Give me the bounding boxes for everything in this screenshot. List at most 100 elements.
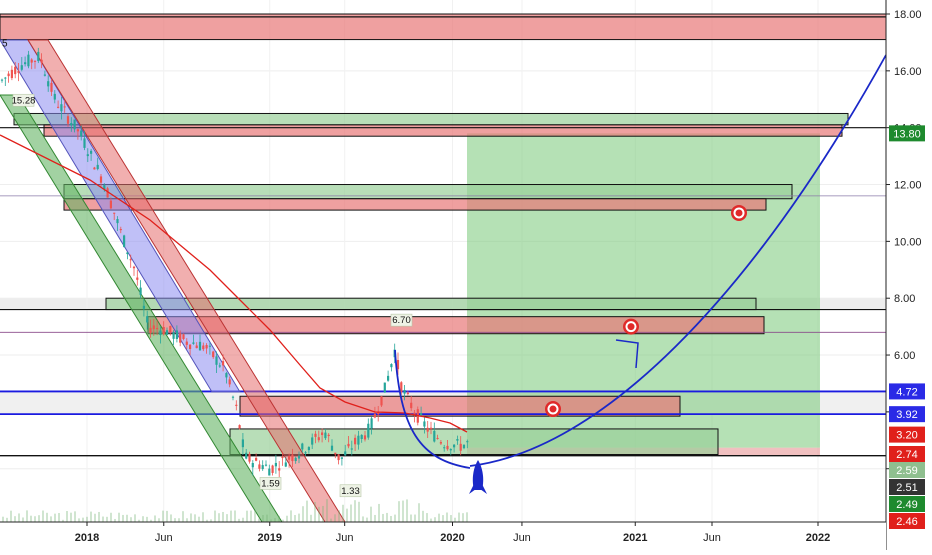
volume-bar [98,511,100,522]
volume-bar [346,508,348,522]
volume-bar [186,518,188,522]
volume-bar [130,517,132,522]
candle-body [271,465,274,473]
candle-body [400,382,403,393]
volume-bar [102,516,104,522]
high-low-label: 15.28 [12,95,36,106]
volume-bar [222,511,224,522]
candle-body [396,360,400,370]
price-tick-label: 12.00 [894,180,922,192]
candle-body [410,402,413,409]
target-marker-center [549,405,557,413]
volume-bar [94,513,96,522]
candle-body [274,462,277,467]
price-tick-label: 10.00 [894,236,922,248]
candle-body [291,454,294,462]
volume-bar [338,510,340,522]
volume-bar [442,515,444,522]
time-tick-label: Jun [155,532,173,544]
price-badge [889,462,925,478]
candle-body [439,442,442,444]
candle-body [453,444,456,448]
volume-bar [310,514,312,522]
candle-body [387,375,390,381]
volume-bar [138,519,140,522]
price-label-box [339,484,362,498]
candle-body [90,150,93,154]
volume-bar [378,503,380,522]
candle-body [132,266,136,269]
candle-body [350,448,353,450]
time-tick-label: 2019 [258,532,282,544]
candle-body [436,437,439,439]
volume-bar [50,516,52,522]
volume-bar [10,510,12,522]
volume-bar [54,513,56,522]
candle-body [255,457,258,461]
volume-bar [30,515,32,522]
candle-body [340,457,343,459]
volume-bar [146,516,148,522]
candle-body [202,345,205,350]
candle-body [93,167,96,170]
volume-bar [270,519,272,522]
candle-body [321,432,324,436]
volume-bar [238,518,240,522]
candle-body [185,341,188,345]
volume-bar [122,514,124,522]
volume-bar [406,499,408,522]
candle-body [215,356,218,365]
price-badge-label: 4.72 [896,386,917,398]
volume-bar [82,517,84,522]
volume-bar [418,503,420,522]
candle-body [261,465,264,470]
volume-bar [14,516,16,522]
volume-bar [18,513,20,522]
candle-body [297,455,301,459]
candle-body [33,60,37,62]
candle-body [377,412,380,415]
volume-bar [2,516,4,522]
volume-bar [402,500,404,522]
chart-overlays: 15.28 6.70 1.59 1.33 5 [0,39,887,498]
volume-bar [198,516,200,522]
volume-bar [62,519,64,522]
volume-bar [434,517,436,522]
time-tick-label: 2021 [623,532,647,544]
price-badge-label: 2.74 [896,449,917,461]
candle-body [413,412,416,415]
candle-body [327,434,330,437]
volume-bar [386,512,388,522]
candle-body [225,373,228,378]
volume-bar [262,515,264,522]
candle-body [235,404,238,406]
target-marker-center [627,323,635,331]
candle-body [426,427,429,432]
candle-body [172,332,175,339]
candle-body [380,396,383,406]
candle-body [106,188,109,198]
volume-bar [226,514,228,522]
candle-body [218,365,221,367]
candle-body [142,305,145,309]
volume-bar [322,505,324,522]
volume-bar [170,514,172,522]
volume-bar [22,517,24,522]
candle-body [86,154,89,157]
candle-body [50,82,53,92]
volume-bar [458,512,460,522]
candle-body [70,123,73,126]
candle-body [113,212,116,214]
volume-bar [78,518,80,522]
candle-body [307,447,310,451]
volume-bar [142,516,144,522]
volume-bar [426,513,428,522]
price-badge-label: 2.49 [896,499,917,511]
candle-body [0,79,4,81]
candle-body [330,445,334,451]
candle-body [20,65,23,70]
candle-body [420,413,423,416]
volume-bar [430,518,432,522]
